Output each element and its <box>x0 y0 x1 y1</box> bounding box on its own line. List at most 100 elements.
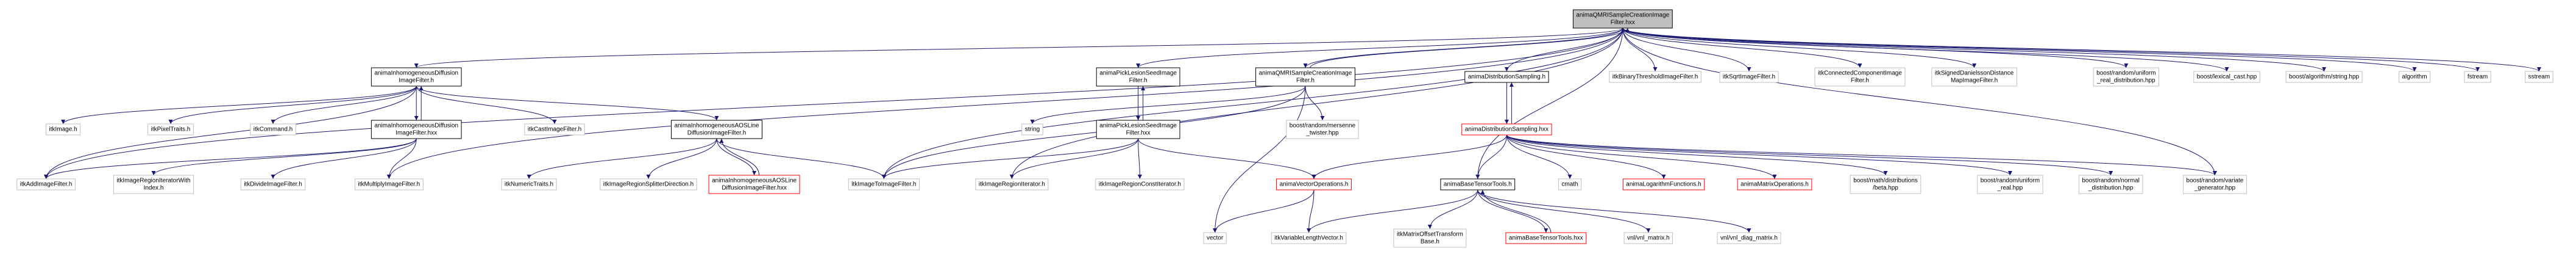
node-label: _generator.hpp <box>2194 185 2236 192</box>
node: vnl/vnl_matrix.h <box>1623 232 1673 244</box>
node: itkNumericTraits.h <box>501 178 557 191</box>
edge <box>1506 134 2012 176</box>
node-label: itkSignedDanielssonDistance <box>1935 70 2014 77</box>
edge <box>1506 134 1666 180</box>
node-box <box>1850 175 1921 194</box>
node-box <box>2398 71 2431 83</box>
node-label: Base.h <box>1421 239 1439 245</box>
node-label: ImageFilter.h <box>399 78 434 84</box>
node: cmath <box>1558 178 1582 191</box>
node: animaBaseTensorTools.h <box>1440 178 1516 191</box>
node-label: boost/random/uniform <box>1981 178 2040 184</box>
node-label: _real_distribution.hpp <box>2096 78 2156 84</box>
node-label: algorithm <box>2402 74 2427 81</box>
node: sstream <box>2525 71 2553 83</box>
node-box <box>1609 71 1701 83</box>
node-box <box>1095 178 1185 191</box>
node-label: itkConnectedComponentImage <box>1818 70 1902 77</box>
node-box <box>16 178 76 191</box>
node: boost/random/mersenne_twister.hpp <box>1286 120 1359 139</box>
node-label: animaMatrixOperations.h <box>1740 181 1809 188</box>
edge <box>61 85 417 125</box>
node-label: itkImage.h <box>49 126 77 133</box>
node: vector <box>1203 232 1227 244</box>
edge <box>44 138 417 180</box>
node-label: itkImageRegionIterator.h <box>979 181 1045 188</box>
node-label: /beta.hpp <box>1873 185 1898 192</box>
node-label: itkImageRegionIteratorWith <box>116 178 190 184</box>
edge <box>44 27 1623 180</box>
node: itkImageRegionConstIterator.h <box>1095 178 1185 191</box>
edge <box>1009 138 1139 180</box>
node-box <box>1505 232 1587 244</box>
node-label: vnl/vnl_diag_matrix.h <box>1720 235 1778 242</box>
edge <box>716 138 886 180</box>
edges <box>44 27 2541 233</box>
node-box <box>2078 175 2143 194</box>
edge <box>1477 189 1651 233</box>
node-label: itkMultiplyImageFilter.h <box>358 181 420 188</box>
edge <box>1622 27 2229 72</box>
node: animaInhomogeneousAOSLineDiffusionImageF… <box>671 120 762 139</box>
node-label: Filter.h <box>1296 78 1315 84</box>
edge <box>1622 27 2417 72</box>
node-box <box>524 123 585 136</box>
node-box <box>1461 123 1552 136</box>
edge <box>416 85 557 125</box>
edge <box>1136 27 1623 68</box>
node-label: cmath <box>1561 181 1578 188</box>
node-box <box>147 123 194 136</box>
node-box <box>501 178 557 191</box>
edge <box>1622 27 1862 68</box>
node-label: sstream <box>2528 74 2550 81</box>
node: fstream <box>2464 71 2491 83</box>
node-box <box>1096 67 1180 87</box>
edge <box>1480 189 1552 233</box>
node: algorithm <box>2398 71 2431 83</box>
node: itkBinaryThresholdImageFilter.h <box>1609 71 1701 83</box>
node-label: boost/math/distributions <box>1853 178 1918 184</box>
node-box <box>250 123 296 136</box>
edge <box>1622 27 1658 72</box>
node-box <box>1021 123 1043 136</box>
node-label: itkDivideImageFilter.h <box>244 181 302 188</box>
node-label: _twister.hpp <box>1305 130 1339 137</box>
node-label: itkCastImageFilter.h <box>528 126 581 133</box>
node: itkPixelTraits.h <box>147 123 194 136</box>
node-label: vector <box>1207 235 1224 242</box>
node: itkImageRegionIterator.h <box>975 178 1049 191</box>
edge <box>386 138 417 180</box>
node-box <box>2193 71 2260 83</box>
node-label: boost/random/mersenne <box>1290 123 1356 129</box>
edge <box>1303 27 1623 68</box>
node-box <box>240 178 306 191</box>
node-label: itkAddImageFilter.h <box>20 181 73 188</box>
node-label: _distribution.hpp <box>2088 185 2134 192</box>
edge <box>151 138 417 176</box>
node-label: animaQMRISampleCreationImage <box>1259 70 1352 77</box>
node-label: boost/lexical_cast.hpp <box>2197 74 2257 81</box>
node-label: Filter.h <box>1851 78 1869 84</box>
node-label: animaDistributionSampling.h <box>1468 74 1545 81</box>
node-label: Index.h <box>144 185 164 192</box>
node: itkAddImageFilter.h <box>16 178 76 191</box>
node-box <box>1623 232 1673 244</box>
node-label: animaBaseTensorTools.h <box>1444 181 1512 188</box>
edge <box>416 85 719 121</box>
node-box <box>2285 71 2363 83</box>
node-label: Filter.h <box>1129 78 1148 84</box>
edge <box>1307 189 1478 233</box>
node-label: _real.hpp <box>1997 185 2023 192</box>
edge <box>1622 27 2326 72</box>
node-box <box>1977 175 2043 194</box>
edge <box>1506 134 1572 180</box>
node-label: animaDistributionSampling.hxx <box>1465 126 1549 133</box>
node-box <box>2182 175 2247 194</box>
node-box <box>1393 228 1467 248</box>
node: animaLogarithmFunctions.h <box>1622 178 1705 191</box>
